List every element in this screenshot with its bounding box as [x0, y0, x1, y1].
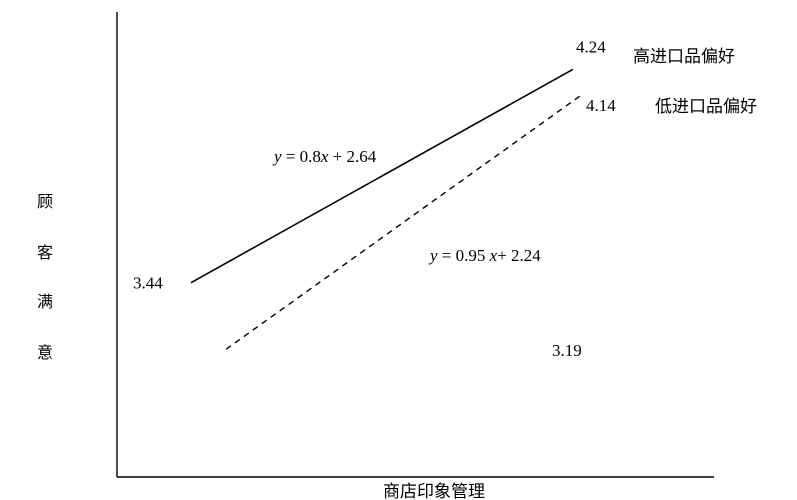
- series-line-high-import-preference: [190, 68, 574, 284]
- series-line-low-import-preference: [225, 95, 581, 350]
- y-axis-label-char-4: 意: [37, 343, 53, 362]
- equation-high: y = 0.8x + 2.64: [272, 147, 377, 166]
- equation-low: y = 0.95 x+ 2.24: [428, 246, 541, 265]
- data-label-high-start: 3.44: [133, 274, 163, 293]
- data-label-low-start: 3.19: [552, 341, 582, 360]
- data-label-low-end: 4.14: [586, 96, 616, 115]
- y-axis-label-char-3: 满: [37, 292, 53, 311]
- y-axis-label-char-1: 顾: [37, 192, 53, 211]
- y-axis-label-char-2: 客: [37, 243, 53, 262]
- series-name-low: 低进口品偏好: [655, 97, 757, 117]
- data-label-high-end: 4.24: [576, 37, 606, 56]
- x-axis-label: 商店印象管理: [383, 482, 485, 500]
- series-name-high: 高进口品偏好: [633, 47, 735, 67]
